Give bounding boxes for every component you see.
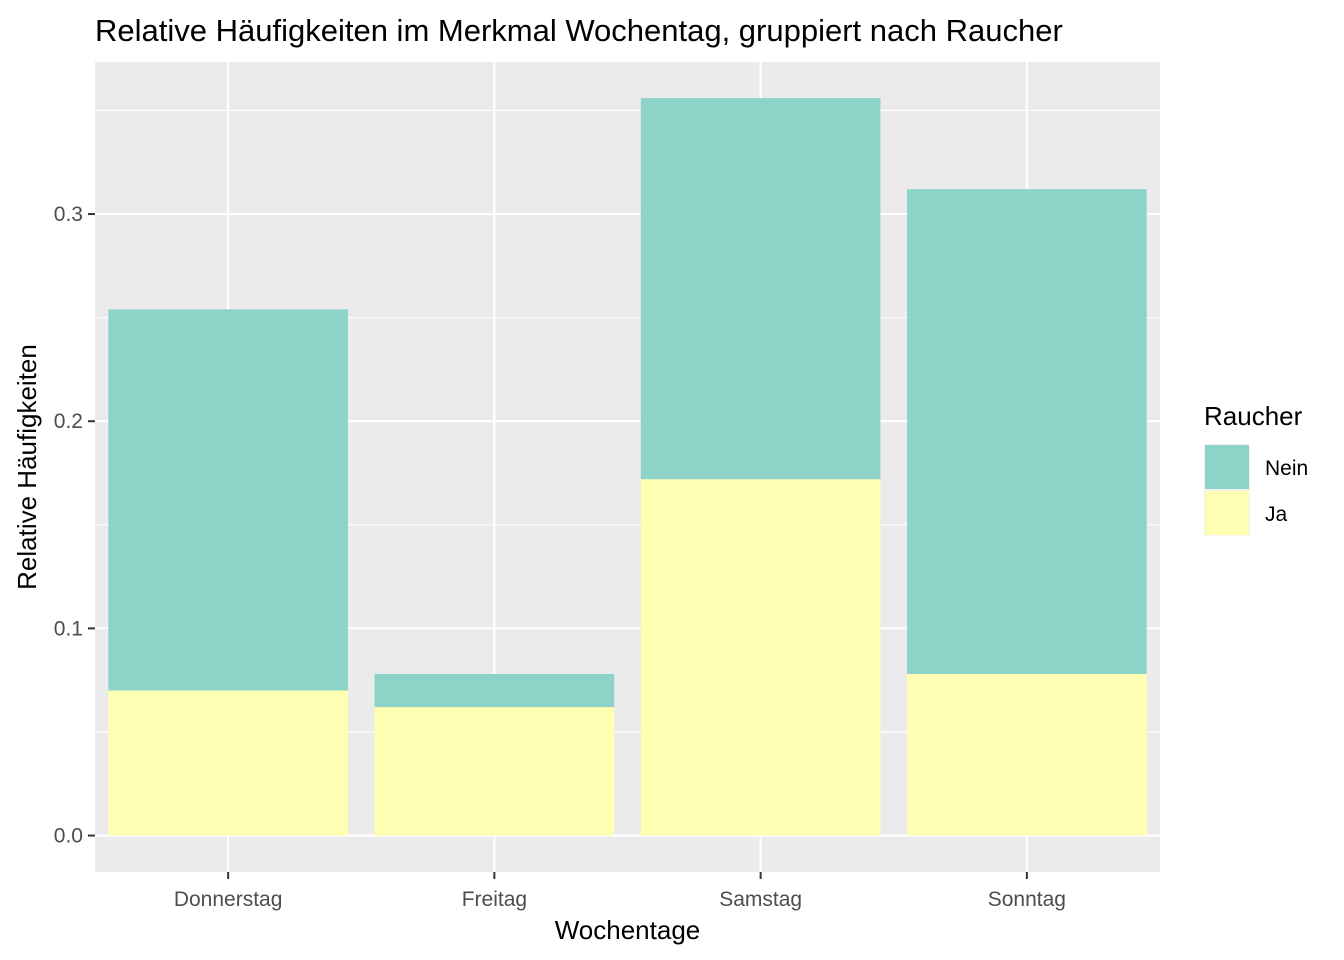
x-axis-ticks: Donnerstag Freitag Samstag Sonntag [174,872,1066,911]
legend-key-nein [1205,445,1249,489]
x-axis-title: Wochentage [555,915,701,945]
x-tick-label: Samstag [719,888,802,911]
legend: Raucher Nein Ja [1204,401,1308,536]
y-tick-label: 0.0 [54,825,83,848]
y-tick-label: 0.3 [54,203,83,226]
bar-ja-freitag [374,707,615,836]
x-tick-label: Donnerstag [174,888,283,911]
bar-nein-sonntag [907,189,1147,674]
legend-items: Nein Ja [1204,444,1308,536]
bar-ja-donnerstag [108,690,348,836]
legend-label-ja: Ja [1265,503,1288,526]
y-axis-ticks: 0.0 0.1 0.2 0.3 [54,203,95,848]
bar-nein-donnerstag [108,309,348,691]
x-tick-label: Freitag [462,888,527,911]
legend-label-nein: Nein [1265,457,1308,480]
y-tick-label: 0.1 [54,617,83,640]
legend-key-ja [1205,491,1249,535]
bar-nein-samstag [640,98,881,480]
bar-nein-freitag [374,673,615,708]
bars [108,98,1147,836]
chart-title: Relative Häufigkeiten im Merkmal Wochent… [95,13,1063,48]
y-tick-label: 0.2 [54,410,83,433]
legend-title: Raucher [1204,401,1303,431]
bar-ja-sonntag [907,673,1147,836]
y-axis-title: Relative Häufigkeiten [12,344,42,590]
bar-ja-samstag [640,479,881,836]
x-tick-label: Sonntag [988,888,1066,911]
